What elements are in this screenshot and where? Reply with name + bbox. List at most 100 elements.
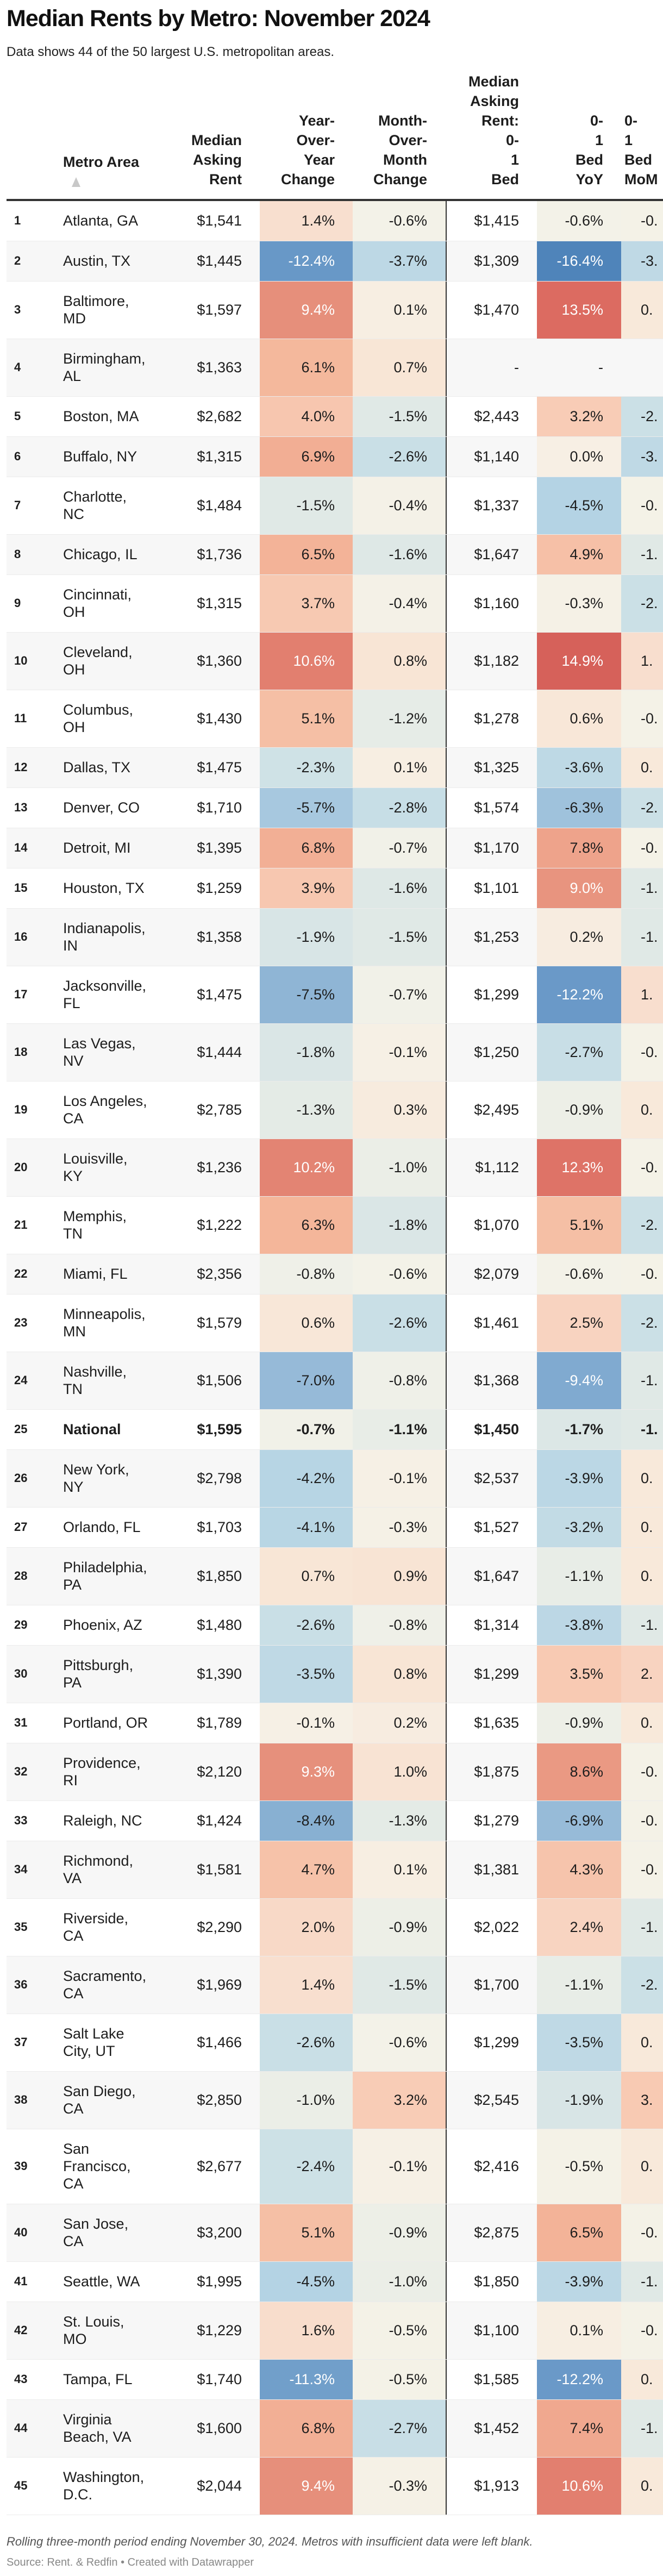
cell-bedmom: -1. bbox=[621, 909, 663, 966]
cell-rent: $2,044 bbox=[197, 2478, 242, 2494]
cell-bedyoy: -9.4% bbox=[537, 1352, 621, 1409]
cell-rent: $2,682 bbox=[197, 408, 242, 424]
table-row: 14 Detroit, MI $1,395 6.8% -0.7% $1,170 7.8% -0… bbox=[7, 828, 663, 868]
cell-bed: $1,182 bbox=[446, 633, 537, 690]
cell-rent: $1,969 bbox=[197, 1977, 242, 1993]
cell-metro: Chicago, IL bbox=[63, 546, 137, 562]
cell-mom: 0.1% bbox=[353, 282, 446, 339]
cell-metro: Birmingham, AL bbox=[63, 351, 146, 384]
cell-rank: 35 bbox=[14, 1920, 28, 1934]
cell-metro: Jacksonville, FL bbox=[63, 978, 147, 1011]
cell-bedmom: -1. bbox=[621, 2262, 663, 2302]
header-mom-change[interactable]: Month- Over- Month Change bbox=[353, 87, 446, 199]
cell-rent: $2,677 bbox=[197, 2158, 242, 2174]
cell-mom: 3.2% bbox=[353, 2072, 446, 2129]
header-bed-rent[interactable]: Median Asking Rent: 0- 1 Bed bbox=[446, 73, 537, 199]
cell-bedmom: 0. bbox=[621, 2129, 663, 2204]
table-row: 3 Baltimore, MD $1,597 9.4% 0.1% $1,470 13.5% 0… bbox=[7, 282, 663, 339]
cell-bed: $2,022 bbox=[446, 1899, 537, 1956]
cell-bed: $1,299 bbox=[446, 966, 537, 1023]
cell-bed: $2,875 bbox=[446, 2204, 537, 2261]
cell-bedyoy: -3.9% bbox=[537, 1450, 621, 1507]
cell-yoy: -2.6% bbox=[260, 2014, 353, 2071]
cell-bedmom: 3. bbox=[621, 2072, 663, 2129]
cell-rent: $1,597 bbox=[197, 302, 242, 318]
cell-rent: $1,444 bbox=[197, 1044, 242, 1060]
table-row: 42 St. Louis, MO $1,229 1.6% -0.5% $1,100 0.1%… bbox=[7, 2302, 663, 2360]
table-row: 8 Chicago, IL $1,736 6.5% -1.6% $1,647 4.9% -1. bbox=[7, 535, 663, 575]
cell-metro: Seattle, WA bbox=[63, 2273, 140, 2290]
cell-bedmom: -1. bbox=[621, 1352, 663, 1409]
cell-rank: 18 bbox=[14, 1045, 28, 1059]
cell-yoy: 0.7% bbox=[260, 1548, 353, 1605]
cell-mom: 0.3% bbox=[353, 1081, 446, 1139]
cell-bedyoy: -12.2% bbox=[537, 966, 621, 1023]
table-header: Metro Area Median Asking Rent Year- Over- Ye… bbox=[7, 73, 663, 201]
cell-mom: -0.7% bbox=[353, 828, 446, 868]
cell-yoy: 3.9% bbox=[260, 868, 353, 908]
cell-mom: -1.5% bbox=[353, 397, 446, 436]
header-bed-mom[interactable]: 0- 1 Bed MoM bbox=[621, 87, 663, 199]
cell-mom: -2.6% bbox=[353, 1295, 446, 1352]
table-row: 40 San Jose, CA $3,200 5.1% -0.9% $2,875 6.5% -… bbox=[7, 2204, 663, 2262]
table-row: 17 Jacksonville, FL $1,475 -7.5% -0.7% $1,299… bbox=[7, 966, 663, 1024]
cell-bedyoy: -4.5% bbox=[537, 477, 621, 534]
cell-bed: $1,279 bbox=[446, 1801, 537, 1841]
cell-metro: Atlanta, GA bbox=[63, 212, 139, 229]
cell-metro: Raleigh, NC bbox=[63, 1812, 142, 1829]
table-body: 1 Atlanta, GA $1,541 1.4% -0.6% $1,415 -0.6% -0… bbox=[7, 201, 663, 2515]
cell-bedmom: -0. bbox=[621, 1743, 663, 1800]
cell-rank: 12 bbox=[14, 760, 28, 774]
header-bed-yoy[interactable]: 0- 1 Bed YoY bbox=[537, 87, 621, 199]
source-line: Source: Rent. & Redfin • Created with Da… bbox=[7, 2556, 254, 2568]
rent-table: Metro Area Median Asking Rent Year- Over- Ye… bbox=[7, 73, 663, 2515]
table-row: 35 Riverside, CA $2,290 2.0% -0.9% $2,022 2.4%… bbox=[7, 1899, 663, 1956]
cell-rank: 44 bbox=[14, 2421, 28, 2435]
cell-rent: $1,430 bbox=[197, 710, 242, 727]
cell-rank: 39 bbox=[14, 2159, 28, 2173]
cell-bed: $1,527 bbox=[446, 1508, 537, 1547]
cell-bed: $1,450 bbox=[446, 1410, 537, 1449]
cell-mom: -0.6% bbox=[353, 1254, 446, 1294]
table-row: 37 Salt Lake City, UT $1,466 -2.6% -0.6% $1,2… bbox=[7, 2014, 663, 2072]
cell-mom: -1.2% bbox=[353, 690, 446, 747]
cell-rank: 17 bbox=[14, 987, 28, 1001]
cell-mom: -0.6% bbox=[353, 201, 446, 241]
cell-rank: 36 bbox=[14, 1978, 28, 1991]
cell-bedmom: 2. bbox=[621, 1646, 663, 1703]
cell-rent: $1,484 bbox=[197, 497, 242, 514]
cell-bed: $1,850 bbox=[446, 2262, 537, 2302]
cell-bedyoy: 6.5% bbox=[537, 2204, 621, 2261]
cell-metro: Los Angeles, CA bbox=[63, 1093, 147, 1127]
table-row: 41 Seattle, WA $1,995 -4.5% -1.0% $1,850 -3.9%… bbox=[7, 2262, 663, 2302]
cell-rent: $2,120 bbox=[197, 1764, 242, 1780]
cell-bedmom: 0. bbox=[621, 1508, 663, 1547]
cell-metro: Providence, RI bbox=[63, 1755, 141, 1789]
cell-rent: $2,290 bbox=[197, 1919, 242, 1935]
cell-bedyoy: 3.5% bbox=[537, 1646, 621, 1703]
cell-yoy: 9.4% bbox=[260, 2458, 353, 2515]
cell-bedmom: 0. bbox=[621, 1081, 663, 1139]
cell-mom: -0.1% bbox=[353, 2129, 446, 2204]
cell-bed: $1,070 bbox=[446, 1197, 537, 1254]
header-yoy-change[interactable]: Year- Over- Year Change bbox=[260, 87, 353, 199]
cell-metro: Las Vegas, NV bbox=[63, 1035, 136, 1069]
cell-rent: $2,850 bbox=[197, 2092, 242, 2108]
cell-metro: Sacramento, CA bbox=[63, 1968, 147, 2002]
cell-bedyoy: -0.6% bbox=[537, 1254, 621, 1294]
cell-bedyoy: -1.1% bbox=[537, 1548, 621, 1605]
cell-rent: $1,475 bbox=[197, 759, 242, 776]
cell-bedyoy: -12.2% bbox=[537, 2360, 621, 2399]
cell-mom: -0.3% bbox=[353, 2458, 446, 2515]
cell-bedyoy: 14.9% bbox=[537, 633, 621, 690]
cell-metro: Indianapolis, IN bbox=[63, 920, 146, 954]
cell-bedmom: -1. bbox=[621, 1605, 663, 1645]
cell-bedyoy: 4.9% bbox=[537, 535, 621, 574]
cell-rent: $1,315 bbox=[197, 448, 242, 465]
sort-ascending-icon[interactable] bbox=[72, 177, 80, 187]
header-median-rent[interactable]: Median Asking Rent bbox=[163, 87, 260, 199]
cell-bedyoy: -1.9% bbox=[537, 2072, 621, 2129]
header-metro-area[interactable]: Metro Area bbox=[63, 87, 163, 199]
cell-mom: 1.0% bbox=[353, 1743, 446, 1800]
cell-rank: 33 bbox=[14, 1814, 28, 1827]
